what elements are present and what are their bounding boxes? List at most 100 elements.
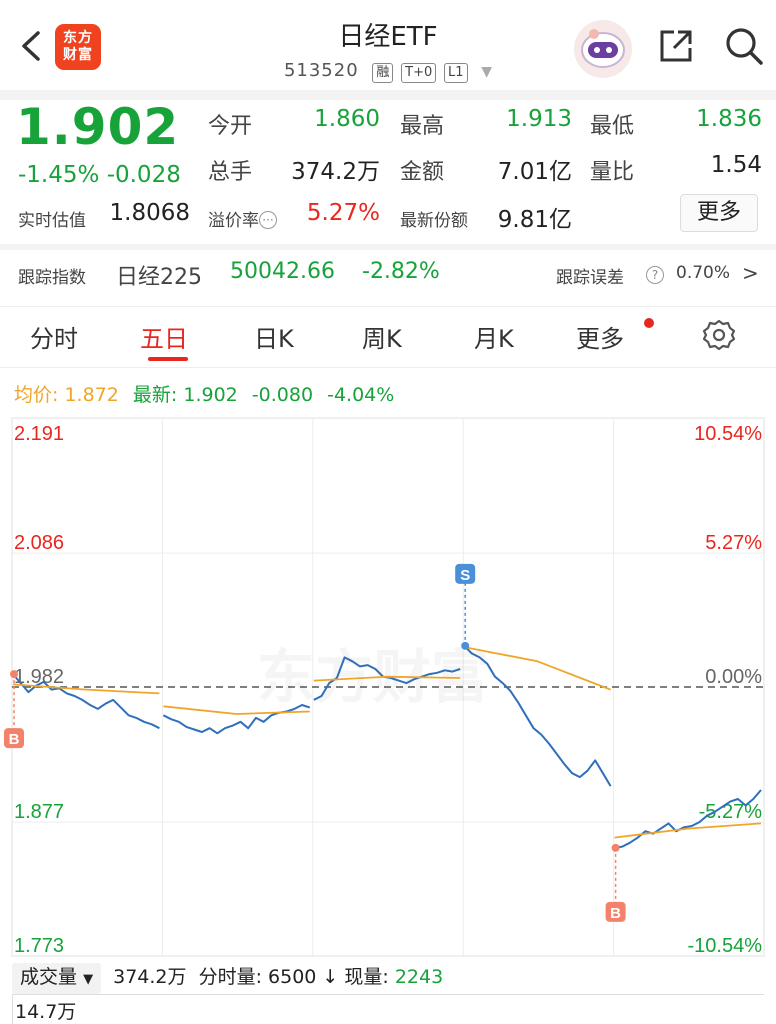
- buy-marker-label: B: [9, 731, 20, 748]
- back-icon[interactable]: [14, 28, 50, 64]
- marker-dot: [611, 843, 620, 852]
- open-value: 1.860: [314, 106, 380, 132]
- divider: [0, 90, 776, 100]
- volume-value: 374.2万: [291, 159, 380, 185]
- y-axis-left-label: 1.982: [14, 666, 64, 688]
- avg-value: 1.872: [64, 384, 119, 406]
- tab-intraday[interactable]: 分时: [30, 325, 78, 353]
- low-value: 1.836: [696, 106, 762, 132]
- fund-title: 日经ETF: [338, 22, 438, 52]
- price-change: -1.45% -0.028: [18, 162, 181, 188]
- amount-value: 7.01亿: [497, 159, 572, 185]
- change-abs: -0.028: [106, 162, 181, 188]
- fund-code: 513520: [283, 60, 359, 81]
- volume-axis-top: 14.7万: [15, 1001, 77, 1023]
- volume-selector[interactable]: 成交量 ▼: [12, 963, 102, 994]
- more-button[interactable]: 更多: [680, 194, 758, 232]
- y-axis-left-label: 1.773: [14, 935, 64, 957]
- last-price: 1.902: [16, 98, 180, 156]
- marker-badge: [455, 563, 476, 584]
- tab-five-day[interactable]: 五日: [140, 325, 188, 353]
- track-label: 跟踪指数: [18, 268, 86, 288]
- search-icon[interactable]: [724, 26, 764, 66]
- avg-line-day-5: [614, 822, 762, 839]
- premium-label: 溢价率 ···: [208, 206, 277, 231]
- chevron-right-icon: >: [742, 261, 759, 285]
- assistant-robot-icon[interactable]: [574, 20, 632, 78]
- app-logo: 东方 财富: [55, 24, 101, 70]
- track-index-change: -2.82%: [362, 259, 440, 284]
- tracking-row[interactable]: 跟踪指数 日经225 50042.66 -2.82% 跟踪误差 ? 0.70% …: [0, 250, 776, 296]
- premium-value: 5.27%: [306, 200, 380, 226]
- premium-label-text: 溢价率: [208, 211, 259, 231]
- tab-weekly-k[interactable]: 周K: [362, 325, 402, 353]
- help-icon[interactable]: ?: [646, 266, 664, 284]
- tick-volume-value: 6500: [268, 966, 317, 988]
- chart-legend: 均价: 1.872 最新: 1.902 -0.080 -4.04%: [14, 380, 394, 407]
- divider: [0, 244, 776, 250]
- tag-level: L1: [444, 63, 468, 83]
- y-axis-right-label: -10.54%: [688, 935, 763, 957]
- now-volume-value: 2243: [394, 966, 444, 988]
- track-error-label: 跟踪误差: [556, 268, 624, 288]
- change-pct: -1.45%: [18, 162, 100, 188]
- notification-dot: [644, 318, 654, 328]
- tab-daily-k[interactable]: 日K: [254, 325, 294, 353]
- y-axis-right-label: 10.54%: [694, 423, 762, 445]
- price-line-day-5: [614, 789, 762, 849]
- share-icon[interactable]: [656, 26, 696, 66]
- marker-badge: [605, 901, 626, 922]
- track-error-value: 0.70%: [676, 263, 731, 283]
- avg-label: 均价:: [14, 384, 59, 406]
- arrow-down-icon: ↓: [322, 966, 339, 988]
- shares-label: 最新份额: [400, 211, 468, 231]
- y-axis-right-label: -5.27%: [699, 801, 763, 823]
- marker-dot: [461, 641, 470, 650]
- track-index-name: 日经225: [116, 265, 202, 290]
- volume-selector-label: 成交量: [20, 966, 78, 988]
- iopv-label: 实时估值: [18, 211, 86, 231]
- latest-change: -0.080: [251, 384, 314, 406]
- y-axis-right-label: 0.00%: [705, 666, 762, 688]
- price-line-day-4: [463, 645, 612, 787]
- track-index-value: 50042.66: [230, 259, 335, 284]
- chevron-down-icon[interactable]: ▼: [481, 64, 493, 80]
- marker-dot: [10, 670, 18, 679]
- volume-chart[interactable]: 14.7万: [12, 994, 764, 1024]
- latest-value: 1.902: [183, 384, 238, 406]
- tag-margin: 融: [372, 63, 394, 83]
- iopv-value: 1.8068: [109, 200, 190, 226]
- ratio-label: 量比: [590, 160, 635, 185]
- y-axis-right-label: 5.27%: [705, 532, 762, 554]
- y-axis-left-label: 2.191: [14, 423, 64, 445]
- chart-tabs: 分时 五日 日K 周K 月K 更多: [0, 306, 776, 368]
- tab-monthly-k[interactable]: 月K: [474, 325, 514, 353]
- marker-badge: [4, 728, 24, 749]
- tab-more[interactable]: 更多: [576, 325, 624, 353]
- avg-line-day-4: [464, 646, 611, 691]
- top-bar: 东方 财富 日经ETF 513520 融 T+0 L1 ▼: [0, 0, 776, 92]
- y-axis-left-label: 2.086: [14, 532, 64, 554]
- avg-line-day-3: [313, 675, 461, 682]
- amount-label: 金额: [400, 160, 445, 185]
- high-value: 1.913: [506, 106, 572, 132]
- ratio-value: 1.54: [710, 152, 762, 178]
- fund-subline: 513520 融 T+0 L1 ▼: [0, 60, 776, 83]
- open-label: 今开: [208, 114, 253, 139]
- active-tab-indicator: [148, 357, 188, 361]
- avg-line-day-1: [12, 683, 160, 695]
- now-volume-label: 现量:: [344, 966, 389, 988]
- latest-pct: -4.04%: [327, 384, 395, 406]
- y-axis-left-label: 1.877: [14, 801, 64, 823]
- sell-marker-label: S: [460, 567, 470, 584]
- volume-header: 成交量 ▼ 374.2万 分时量: 6500 ↓ 现量: 2243: [12, 962, 776, 994]
- gear-icon[interactable]: [702, 318, 736, 352]
- tick-volume-label: 分时量:: [198, 966, 262, 988]
- buy-marker-label: B: [610, 905, 621, 922]
- volume-label: 总手: [208, 160, 253, 185]
- volume-total: 374.2万: [113, 966, 187, 988]
- dots-icon[interactable]: ···: [259, 211, 277, 229]
- latest-label: 最新:: [132, 384, 178, 406]
- quote-panel: 1.902 -1.45% -0.028 今开 1.860 最高 1.913 最低…: [0, 92, 776, 244]
- five-day-chart[interactable]: 2.191 10.54% 2.086 5.27% 1.982 0.00% 1.877 -5.2…: [0, 414, 776, 960]
